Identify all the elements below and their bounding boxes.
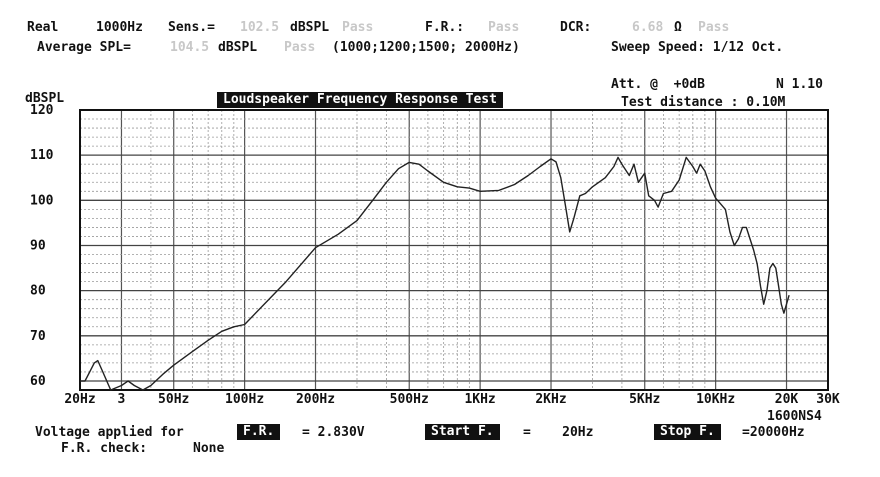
- x-tick-label: 30K: [816, 392, 840, 407]
- dcr-unit: Ω: [674, 20, 682, 35]
- average-spl-label: Average SPL=: [37, 40, 131, 55]
- y-tick-label: 70: [30, 329, 46, 344]
- x-tick-labels: 20Hz 3 50Hz 100Hz 200Hz 500Hz 1KHz 2KHz 5KHz 10KH…: [64, 392, 840, 407]
- plot-grid: [79, 109, 829, 390]
- start-frequency-value: = 20Hz: [523, 425, 594, 440]
- attenuation: Att. @ +0dB: [611, 77, 705, 92]
- n-value: N 1.10: [776, 77, 823, 92]
- y-axis-label: dBSPL: [25, 91, 65, 106]
- y-tick-label: 120: [30, 103, 54, 118]
- y-tick-label: 60: [30, 374, 46, 389]
- x-tick-label: 1KHz: [464, 392, 495, 407]
- x-tick-label: 500Hz: [390, 392, 429, 407]
- average-spl-unit: dBSPL: [218, 40, 258, 55]
- model-code: 1600NS4: [767, 409, 822, 424]
- dcr-status: Pass: [698, 20, 730, 35]
- y-tick-labels: 60 70 80 90 100 110 120: [30, 103, 54, 389]
- sens-unit: dBSPL: [290, 20, 330, 35]
- average-spl-status: Pass: [284, 40, 316, 55]
- x-tick-label: 2KHz: [535, 392, 566, 407]
- stop-frequency-box: Stop F.: [654, 424, 721, 440]
- sens-label: Sens.=: [168, 20, 215, 35]
- dcr-value: 6.68: [632, 20, 664, 35]
- fr-label: F.R.:: [425, 20, 465, 35]
- dcr-label: DCR:: [560, 20, 592, 35]
- voltage-value: = 2.830V: [302, 425, 365, 440]
- x-tick-label: 5KHz: [629, 392, 660, 407]
- average-spl-frequencies: (1000;1200;1500; 2000Hz): [332, 40, 520, 55]
- start-frequency-box: Start F.: [425, 424, 500, 440]
- stop-frequency-value: =20000Hz: [742, 425, 805, 440]
- y-tick-label: 80: [30, 284, 46, 299]
- sweep-speed: Sweep Speed: 1/12 Oct.: [611, 40, 784, 55]
- sens-value: 102.5: [240, 20, 280, 35]
- test-distance: Test distance : 0.10M: [621, 95, 786, 110]
- fr-check-value: None: [193, 441, 225, 456]
- x-tick-label: 3: [118, 392, 126, 407]
- fr-check-label: F.R. check:: [61, 441, 148, 456]
- series-line-response: [80, 156, 790, 391]
- average-spl-value: 104.5: [170, 40, 210, 55]
- x-tick-label: 50Hz: [158, 392, 189, 407]
- chart-title: Loudspeaker Frequency Response Test: [217, 92, 503, 108]
- y-tick-label: 90: [30, 238, 46, 253]
- voltage-label: Voltage applied for: [35, 425, 184, 440]
- x-tick-label: 20K: [775, 392, 799, 407]
- x-tick-label: 20Hz: [64, 392, 95, 407]
- fr-status: Pass: [488, 20, 520, 35]
- x-tick-label: 200Hz: [296, 392, 335, 407]
- y-tick-label: 100: [30, 193, 54, 208]
- fr-voltage-box: F.R.: [237, 424, 281, 440]
- sens-frequency: 1000Hz: [96, 20, 143, 35]
- mode-label: Real: [27, 20, 59, 35]
- plot-frame: [79, 109, 829, 391]
- sens-status: Pass: [342, 20, 374, 35]
- x-tick-label: 100Hz: [225, 392, 264, 407]
- y-tick-label: 110: [30, 148, 54, 163]
- x-tick-label: 10KHz: [696, 392, 735, 407]
